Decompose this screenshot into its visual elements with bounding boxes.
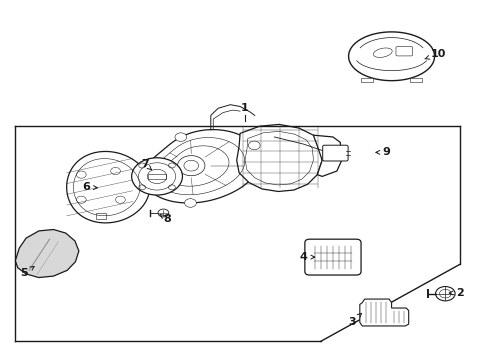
- Polygon shape: [237, 125, 322, 192]
- Circle shape: [138, 167, 150, 175]
- Polygon shape: [143, 130, 260, 203]
- Polygon shape: [348, 32, 435, 81]
- Text: 8: 8: [160, 215, 171, 224]
- Text: 3: 3: [349, 313, 362, 327]
- Circle shape: [248, 141, 260, 150]
- Circle shape: [436, 287, 455, 301]
- Text: 5: 5: [21, 266, 34, 278]
- Bar: [361, 78, 373, 82]
- FancyBboxPatch shape: [323, 145, 348, 161]
- Circle shape: [132, 158, 182, 195]
- Text: 6: 6: [82, 182, 98, 192]
- Text: 1: 1: [241, 103, 249, 113]
- Circle shape: [158, 209, 169, 217]
- Bar: [96, 213, 106, 220]
- Text: 7: 7: [141, 159, 151, 170]
- Bar: [410, 78, 422, 82]
- Text: 9: 9: [376, 147, 391, 157]
- Text: 10: 10: [425, 49, 446, 59]
- Bar: [148, 174, 166, 179]
- Text: 4: 4: [300, 252, 315, 262]
- Circle shape: [175, 133, 187, 141]
- FancyBboxPatch shape: [305, 239, 361, 275]
- Polygon shape: [15, 229, 79, 278]
- Circle shape: [185, 199, 196, 207]
- Polygon shape: [314, 135, 342, 176]
- Text: 2: 2: [449, 288, 464, 298]
- Polygon shape: [67, 152, 150, 223]
- Polygon shape: [360, 299, 409, 326]
